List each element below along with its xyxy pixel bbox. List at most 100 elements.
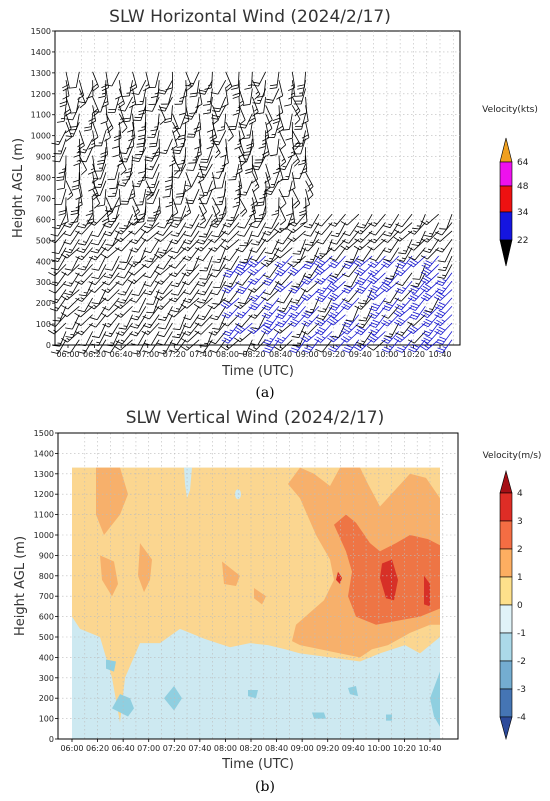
wind-barb-flag [199,278,207,280]
wind-barb-flag [408,256,416,261]
colorbar-tick-label: -3 [517,685,526,695]
wind-barb-half-flag [359,238,364,241]
wind-barb-flag [239,160,247,163]
wind-barb-half-flag [202,173,207,176]
wind-barb-flag [436,294,443,299]
wind-barb-flag [87,221,95,226]
wind-barb-half-flag [359,305,364,308]
wind-barb-flag [221,104,229,108]
panel-a-x-tick-label: 09:20 [322,350,345,359]
wind-barb-flag [280,203,287,209]
wind-barb-flag [266,345,274,349]
colorbar-tick-label: 3 [517,517,523,527]
wind-barb-shaft [95,314,107,328]
contour-band-pos4 [336,571,342,584]
wind-barb-flag [250,295,258,300]
wind-barb-flag [383,258,391,262]
wind-barb-flag [356,341,364,345]
wind-barb-flag [368,324,377,328]
wind-barb-flag [143,350,151,354]
wind-barb-flag [173,149,181,152]
wind-barb-shaft [387,306,400,319]
wind-barb-flag [292,345,300,347]
wind-barb-shaft [85,147,93,162]
wind-barb-flag [304,263,312,267]
wind-barb-flag [182,241,191,245]
panel-b-y-ticks: 0100200300400500600700800900100011001200… [34,429,58,744]
wind-barb-flag [409,260,417,266]
wind-barb-flag [260,296,268,301]
wind-barb-shaft [149,339,160,354]
wind-barb-flag [146,191,155,194]
wind-barb-half-flag [401,335,405,339]
wind-barb-flag [285,137,293,141]
wind-barb-half-flag [228,336,233,340]
wind-barb-flag [382,249,390,253]
wind-barb-flag [117,267,125,271]
wind-barb-flag [91,343,99,346]
wind-barb-shaft [198,197,207,212]
panel-b-y-tick-label: 400 [39,653,54,662]
wind-barb-flag [372,285,380,290]
wind-barb-half-flag [133,217,138,221]
wind-barb-flag [85,213,93,216]
wind-barb-flag [164,120,172,124]
wind-barb-flag [273,328,281,334]
wind-barb-flag [252,165,260,168]
wind-barb-flag [288,187,296,192]
wind-barb-half-flag [80,297,85,300]
wind-barb-flag [294,110,301,117]
wind-barb-flag [263,328,270,333]
wind-barb-flag [88,281,96,286]
wind-barb-half-flag [373,222,378,225]
wind-barb-flag [367,272,375,277]
wind-barb-flag [287,237,294,242]
wind-barb-flag [242,104,251,106]
wind-barb-flag [422,294,430,300]
wind-barb-flag [303,278,311,283]
wind-barb-flag [185,202,193,205]
wind-barb-flag [100,154,108,158]
wind-barb-flag [420,313,428,319]
wind-barb-half-flag [281,261,286,264]
wind-barb-flag [238,352,246,355]
wind-barb-shaft [307,239,320,252]
wind-barb-flag [168,298,176,303]
wind-barb-half-flag [123,325,128,327]
wind-barb-shaft [439,230,453,242]
wind-barb-flag [222,257,230,261]
wind-barb-flag [256,95,265,98]
wind-barb-shaft [162,222,173,236]
wind-barb-shaft [136,289,147,303]
wind-barb-flag [225,219,234,222]
wind-barb-flag [266,128,273,134]
contour-band-pos4 [424,575,430,607]
wind-barb-half-flag [229,329,234,332]
wind-barb-flag [395,332,403,336]
panel-b-y-tick-label: 100 [39,715,54,724]
wind-barb-half-flag [68,249,73,251]
wind-barb-flag [276,337,284,342]
wind-barb-flag [315,298,323,303]
wind-barb-flag [156,291,164,295]
wind-barb-flag [169,349,177,353]
wind-barb-flag [395,223,403,228]
wind-barb-shaft [265,113,273,129]
wind-barb-shaft [152,163,160,179]
wind-barb-flag [408,307,416,311]
wind-barb-flag [50,351,59,355]
colorbar-segment [499,492,513,522]
wind-barb-flag [383,305,392,309]
wind-barb-flag [152,154,160,158]
wind-barb-half-flag [425,220,430,224]
wind-barb-flag [291,285,299,288]
wind-barb-flag [278,267,286,272]
wind-barb-flag [423,337,431,342]
wind-barb-flag [88,187,96,192]
wind-barb-half-flag [68,282,73,285]
wind-barb-half-flag [442,346,447,349]
wind-barb-flag [290,287,298,292]
panel-a-y-ticks: 0100200300400500600700800900100011001200… [31,27,55,350]
wind-barb-shaft [61,188,67,205]
panel-b-x-tick-label: 08:20 [239,744,262,753]
